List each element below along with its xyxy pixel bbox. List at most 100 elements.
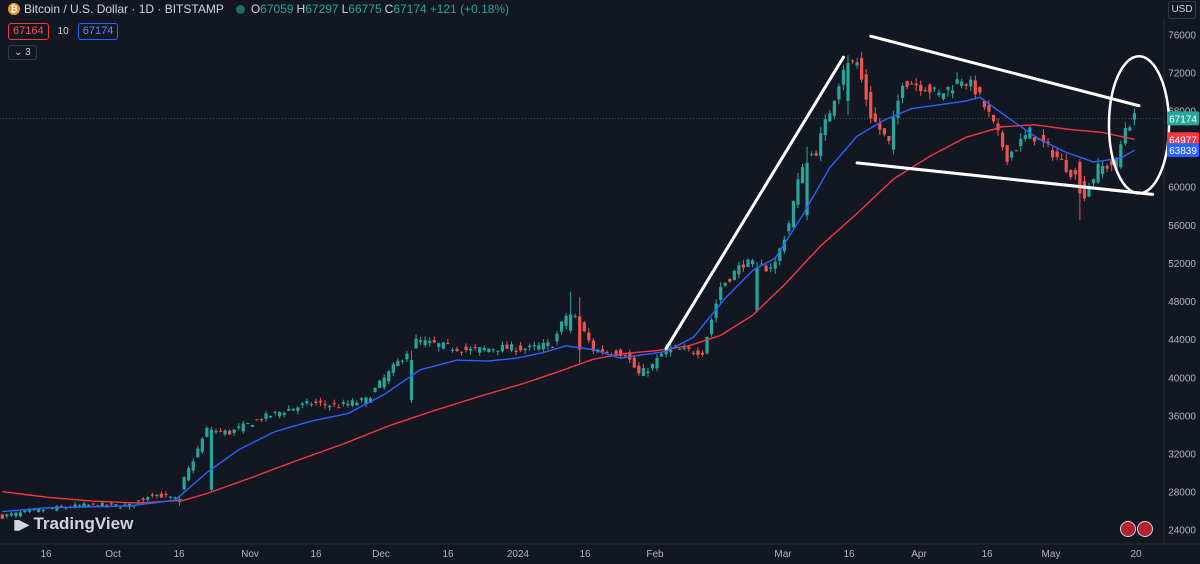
candle-body xyxy=(9,513,13,516)
x-tick-label: 16 xyxy=(442,549,454,560)
x-tick-label: Nov xyxy=(241,549,259,560)
candle-body xyxy=(141,498,145,501)
candle-body xyxy=(218,430,223,432)
candle-body xyxy=(291,408,295,411)
candle-body xyxy=(546,342,550,347)
candle-body xyxy=(1110,160,1114,166)
candle-body xyxy=(846,62,850,101)
candle-body xyxy=(400,360,404,362)
candle-body xyxy=(164,493,168,496)
price-label: 67174 xyxy=(1169,114,1197,125)
y-axis-ticks: 24000 28000 32000 36000 40000 44000 48000 52000… xyxy=(1168,30,1196,536)
candle-body xyxy=(173,497,177,499)
candle-body xyxy=(919,84,923,92)
candle-body xyxy=(77,505,82,507)
candle-body xyxy=(1005,145,1009,162)
candle-body xyxy=(528,345,532,348)
candle-body xyxy=(328,405,332,408)
candle-body xyxy=(418,340,423,342)
candle-body xyxy=(82,503,86,507)
collapse-indicators-button[interactable]: ⌄ 3 xyxy=(8,45,37,60)
candle-body xyxy=(887,135,891,141)
candle-body xyxy=(750,260,755,265)
candle-body xyxy=(614,350,618,356)
candle-body xyxy=(996,123,1000,131)
candle-body xyxy=(573,316,577,318)
candle-body xyxy=(455,348,459,352)
candle-body xyxy=(1123,127,1127,144)
candles xyxy=(0,51,1137,520)
ma-fast-value[interactable]: 67174 xyxy=(77,23,119,40)
candle-body xyxy=(368,398,373,403)
candle-body xyxy=(950,90,955,94)
event-markers[interactable] xyxy=(1120,521,1154,537)
low-value: 66775 xyxy=(348,2,382,16)
candle-body xyxy=(382,377,386,388)
candle-body xyxy=(246,422,250,424)
candle-body xyxy=(687,347,691,349)
close-label: C xyxy=(384,2,394,16)
y-tick-label: 56000 xyxy=(1168,221,1196,232)
candle-body xyxy=(223,430,227,435)
candle-body xyxy=(905,81,909,87)
candle-body xyxy=(182,477,186,489)
drawings xyxy=(664,34,1171,351)
y-tick-label: 40000 xyxy=(1168,373,1196,384)
candle-body xyxy=(841,70,846,85)
candle-body xyxy=(1105,165,1109,169)
candle-body xyxy=(196,448,200,458)
y-tick-label: 32000 xyxy=(1168,449,1196,460)
y-tick-label: 52000 xyxy=(1168,259,1196,270)
candle-body xyxy=(932,87,936,89)
ma-slow-value[interactable]: 67164 xyxy=(8,23,49,40)
indicator-count: 3 xyxy=(25,47,31,58)
candle-body xyxy=(860,57,864,80)
candle-body xyxy=(1087,186,1091,197)
x-tick-label: 16 xyxy=(40,549,52,560)
open-value: 67059 xyxy=(260,2,294,16)
bitcoin-icon: ₿ xyxy=(8,3,20,15)
candle-body xyxy=(655,358,659,369)
candle-body xyxy=(969,79,973,87)
candle-body xyxy=(1060,159,1064,161)
candle-body xyxy=(1000,132,1005,148)
candle-body xyxy=(559,321,564,332)
candle-body xyxy=(587,332,591,341)
candle-body xyxy=(1041,134,1046,143)
high-value: 67297 xyxy=(305,2,339,16)
candle-body xyxy=(496,350,500,352)
candle-body xyxy=(619,349,623,357)
candle-body xyxy=(205,427,209,437)
y-tick-label: 48000 xyxy=(1168,297,1196,308)
candle-body xyxy=(432,340,436,343)
candle-body xyxy=(891,117,896,150)
candle-body xyxy=(691,352,695,354)
candle-body xyxy=(437,343,441,347)
candle-body xyxy=(314,401,318,404)
candle-body xyxy=(446,342,450,344)
price-label-bg xyxy=(1167,132,1199,147)
tradingview-logo: ▮▶ TradingView xyxy=(13,514,133,534)
candle-body xyxy=(646,371,650,373)
candle-body xyxy=(359,398,364,400)
candle-body xyxy=(605,351,609,353)
change-value: +121 (+0.18%) xyxy=(429,2,510,16)
candle-body xyxy=(900,85,905,98)
candle-body xyxy=(123,504,127,506)
candle-body xyxy=(705,336,709,354)
x-tick-label: 16 xyxy=(843,549,855,560)
symbol-title[interactable]: Bitcoin / U.S. Dollar · 1D · BITSTAMP xyxy=(24,2,224,16)
candle-body xyxy=(505,344,509,349)
candle-body xyxy=(191,461,195,471)
trendline xyxy=(664,55,845,351)
candle-body xyxy=(532,345,536,347)
candle-body xyxy=(800,167,805,184)
candle-body xyxy=(1128,127,1132,131)
currency-button[interactable]: USD xyxy=(1168,1,1196,19)
us-flag-icon xyxy=(1137,521,1153,537)
candle-body xyxy=(923,90,927,92)
candle-body xyxy=(105,504,109,506)
candle-body xyxy=(746,259,750,268)
candle-body xyxy=(700,352,705,355)
